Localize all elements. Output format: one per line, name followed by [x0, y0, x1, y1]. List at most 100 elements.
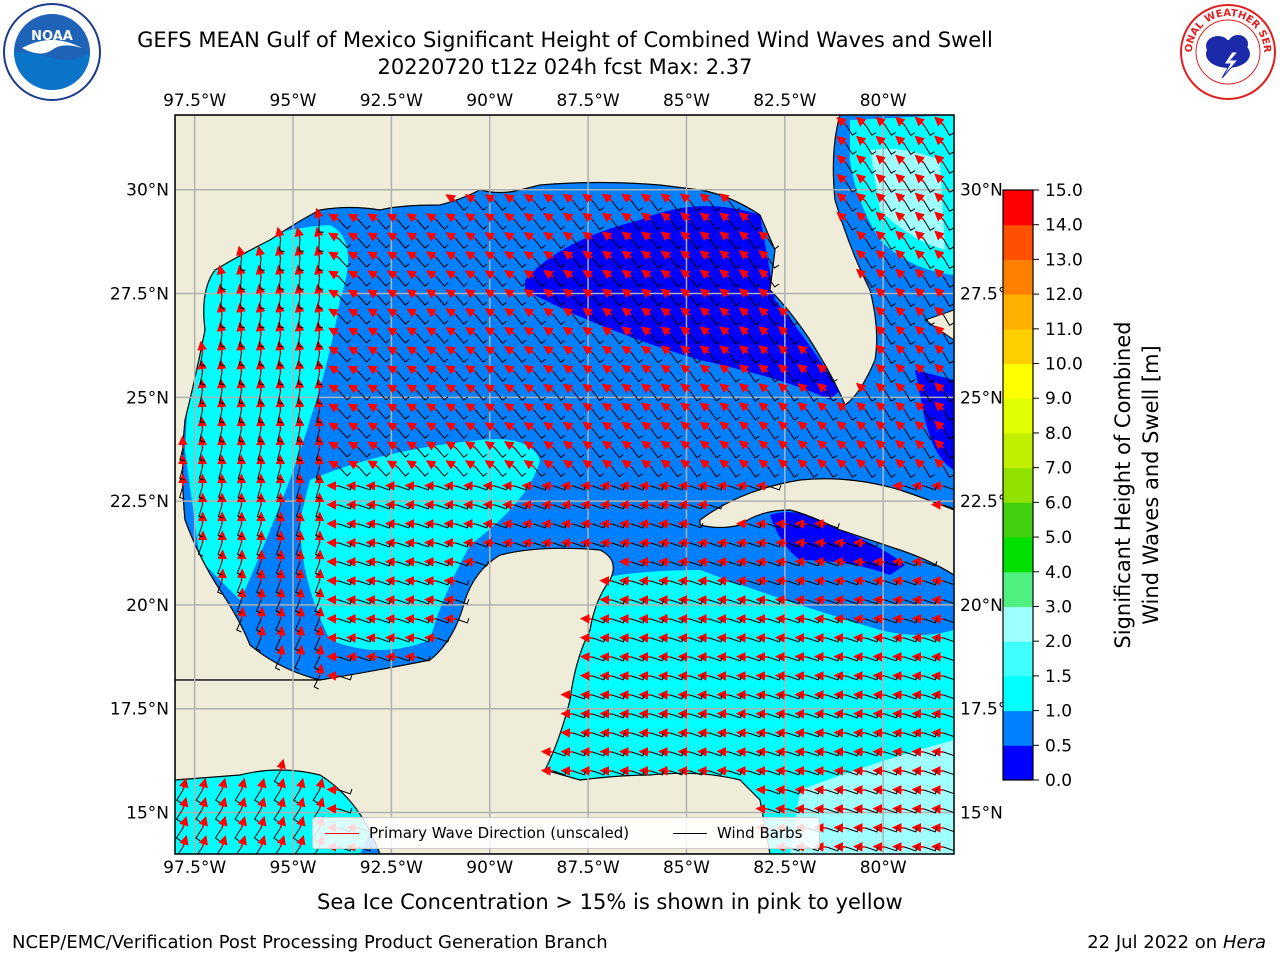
wave-arrow: [660, 307, 671, 318]
wind-barb: [258, 352, 264, 367]
wave-arrow: [738, 383, 750, 393]
wind-barb: [436, 257, 449, 268]
wave-arrow: [543, 231, 554, 242]
wave-arrow: [816, 420, 828, 431]
wind-barb: [767, 523, 782, 529]
wind-barb: [865, 390, 877, 402]
wave-arrow: [386, 289, 398, 299]
wind-barb: [416, 447, 430, 458]
colorbar-tick-label: 2.0: [1045, 632, 1072, 652]
wind-barb: [728, 238, 741, 250]
wind-barb: [631, 371, 643, 383]
wind-barb: [198, 466, 205, 481]
wind-barb: [358, 409, 371, 420]
wind-barb: [728, 257, 741, 269]
wind-barb: [748, 523, 762, 529]
lat-label-left: 30°N: [126, 181, 169, 201]
wind-barb: [494, 276, 507, 288]
wind-barb: [923, 295, 935, 307]
wave-arrow: [275, 397, 286, 411]
wave-arrow: [758, 307, 769, 317]
wave-arrow: [855, 420, 867, 431]
wind-barb: [611, 390, 624, 402]
wind-barb: [533, 238, 546, 250]
wind-barb: [650, 238, 663, 250]
lon-label-top: 87.5°W: [557, 91, 620, 111]
wave-arrow: [875, 344, 886, 355]
wind-barb: [377, 504, 392, 510]
wave-arrow: [934, 420, 945, 431]
wave-arrow: [256, 625, 267, 639]
wave-arrow: [464, 422, 476, 432]
wind-barb: [533, 333, 546, 345]
colorbar-bin: [1003, 606, 1033, 642]
wind-barb: [943, 409, 954, 421]
wave-arrow: [445, 232, 457, 242]
wind-barb: [845, 124, 857, 136]
wind-barb: [572, 485, 587, 491]
wave-arrow: [328, 403, 340, 413]
wind-barb: [904, 295, 916, 307]
wind-barb: [377, 219, 391, 230]
lon-label-top: 80°W: [860, 91, 907, 111]
wind-barb: [689, 238, 702, 250]
wave-arrow: [445, 327, 457, 337]
wave-arrow: [367, 365, 379, 375]
wave-arrow: [257, 796, 267, 810]
wave-arrow: [914, 458, 925, 469]
wave-arrow: [562, 383, 574, 394]
wind-barb: [670, 295, 682, 307]
colorbar-bin: [1003, 432, 1033, 469]
wind-barb: [198, 447, 205, 462]
legend-wave-direction: Primary Wave Direction (unscaled): [325, 824, 629, 842]
wave-arrow: [562, 402, 574, 413]
wave-arrow: [582, 288, 593, 299]
wave-arrow: [406, 441, 418, 451]
wind-barb: [670, 314, 682, 326]
wave-arrow: [895, 230, 906, 241]
wave-arrow: [236, 359, 246, 373]
wind-barb: [455, 390, 468, 401]
wind-barb: [436, 504, 450, 510]
wave-arrow: [719, 250, 730, 260]
wind-barb: [553, 542, 567, 548]
wind-barb: [455, 561, 470, 567]
wave-arrow: [425, 346, 437, 356]
wave-arrow: [425, 251, 437, 261]
wind-barb: [358, 219, 371, 230]
wave-arrow: [295, 568, 305, 582]
wave-arrow: [621, 459, 632, 470]
wind-barb: [923, 428, 935, 440]
wave-arrow: [797, 458, 808, 469]
wind-barb: [767, 485, 782, 491]
wind-barb: [631, 390, 643, 402]
wave-arrow: [934, 363, 945, 374]
wind-barb: [767, 238, 780, 250]
wind-barb: [572, 409, 585, 421]
wave-arrow: [934, 135, 945, 146]
wave-arrow: [777, 459, 789, 469]
wave-arrow: [895, 154, 906, 165]
wind-barb: [650, 523, 665, 529]
wave-arrow: [679, 440, 691, 451]
wind-barb: [358, 371, 371, 382]
wind-barb: [923, 162, 935, 174]
wind-barb: [826, 371, 838, 383]
legend-wind-barbs: Wind Barbs: [673, 824, 802, 842]
wave-arrow: [719, 307, 730, 317]
wind-barb: [416, 371, 430, 382]
lon-label-bottom: 95°W: [270, 858, 317, 878]
wave-arrow: [934, 325, 945, 336]
wave-arrow: [523, 459, 535, 470]
wind-barb: [553, 333, 566, 345]
wave-arrow: [406, 460, 418, 470]
wind-barb: [865, 542, 879, 548]
wind-barb: [670, 333, 682, 345]
wind-barb: [631, 485, 645, 491]
wave-arrow: [314, 568, 325, 582]
wave-arrow: [445, 289, 457, 299]
wave-arrow: [425, 441, 437, 451]
wind-barb: [239, 257, 246, 271]
wind-barb: [943, 333, 954, 345]
wind-barb: [572, 523, 587, 529]
